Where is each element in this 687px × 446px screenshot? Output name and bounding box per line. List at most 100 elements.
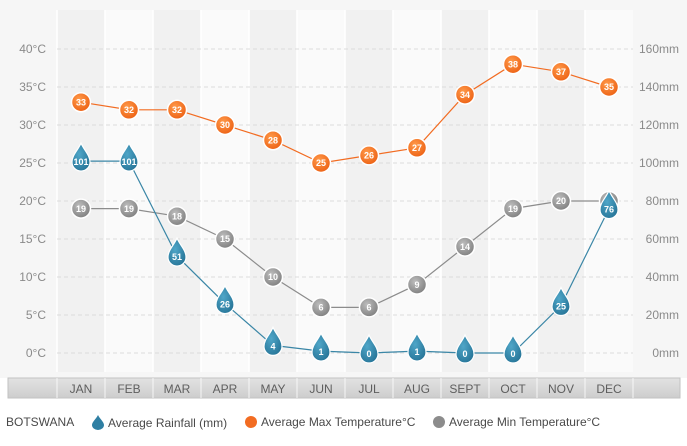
category-tick-label: DEC xyxy=(596,382,622,396)
max-temp-marker: 32 xyxy=(118,99,140,121)
category-tick-label: JUN xyxy=(309,382,332,396)
min-temp-value-label: 19 xyxy=(124,204,134,214)
max-temp-marker: 28 xyxy=(262,129,284,151)
column-band xyxy=(297,10,345,372)
max-temp-value-label: 32 xyxy=(124,105,134,115)
min-temp-value-label: 14 xyxy=(460,242,470,252)
min-temp-marker: 20 xyxy=(550,190,572,212)
left-axis-tick-label: 5°C xyxy=(26,308,46,322)
rainfall-value-label: 26 xyxy=(220,300,230,310)
max-temp-marker: 26 xyxy=(358,145,380,166)
rainfall-value-label: 101 xyxy=(73,157,88,167)
min-temp-marker: 6 xyxy=(310,297,332,318)
right-axis-tick-label: 40mm xyxy=(646,270,679,284)
max-temp-value-label: 27 xyxy=(412,143,422,153)
category-tick-label: OCT xyxy=(500,382,526,396)
category-axis: JAN FEB MAR APR MAY JUN JUL AUG SEPT OCT NOV DEC xyxy=(7,377,681,399)
right-axis-tick-label: 140mm xyxy=(639,80,679,94)
left-axis-tick-label: 40°C xyxy=(19,42,46,56)
left-axis-tick-label: 35°C xyxy=(19,80,46,94)
right-axis-ticks: 0mm 20mm 40mm 60mm 80mm 100mm 120mm 140mm 160mm xyxy=(639,42,679,360)
max-temp-value-label: 28 xyxy=(268,135,278,145)
max-temp-marker: 30 xyxy=(214,114,236,136)
category-tick-label: JAN xyxy=(70,382,93,396)
max-temp-value-label: 34 xyxy=(460,90,470,100)
column-band xyxy=(345,10,393,372)
legend-label-max-temp: Average Max Temperature°C xyxy=(261,415,416,429)
min-temp-value-label: 6 xyxy=(318,303,323,313)
right-axis-tick-label: 60mm xyxy=(646,232,679,246)
category-tick-label: SEPT xyxy=(449,382,481,396)
max-temp-marker: 34 xyxy=(454,84,476,105)
min-temp-marker: 6 xyxy=(358,297,380,318)
category-tick-label: FEB xyxy=(117,382,140,396)
right-axis-tick-label: 20mm xyxy=(646,308,679,322)
category-tick-label: APR xyxy=(213,382,238,396)
rainfall-marker: 51 xyxy=(167,236,187,267)
rainfall-marker: 101 xyxy=(119,141,139,172)
right-axis-tick-label: 160mm xyxy=(639,42,679,56)
plot-background xyxy=(0,0,687,378)
min-temp-marker: 9 xyxy=(406,274,428,295)
rainfall-marker: 76 xyxy=(599,189,619,220)
column-band xyxy=(57,10,105,372)
max-temp-value-label: 33 xyxy=(76,97,86,107)
max-temp-marker: 35 xyxy=(598,76,620,98)
gray-dot-icon xyxy=(433,416,445,428)
legend-item-rainfall: Average Rainfall (mm) xyxy=(92,415,227,430)
rainfall-value-label: 1 xyxy=(318,347,323,357)
category-tick-label: NOV xyxy=(548,382,574,396)
rainfall-marker: 0 xyxy=(359,333,379,364)
max-temp-value-label: 32 xyxy=(172,105,182,115)
category-tick-label: MAY xyxy=(260,382,285,396)
max-temp-value-label: 30 xyxy=(220,120,230,130)
min-temp-marker: 14 xyxy=(454,236,476,257)
rainfall-value-label: 51 xyxy=(172,252,182,262)
left-axis-tick-label: 0°C xyxy=(26,346,46,360)
rainfall-marker: 25 xyxy=(551,285,571,317)
rainfall-value-label: 76 xyxy=(604,205,614,215)
legend: BOTSWANA Average Rainfall (mm) Average M… xyxy=(0,404,687,440)
rainfall-value-label: 101 xyxy=(121,157,136,167)
min-temp-marker: 15 xyxy=(214,228,236,250)
min-temp-value-label: 20 xyxy=(556,196,566,206)
rainfall-value-label: 25 xyxy=(556,302,566,312)
legend-label-rainfall: Average Rainfall (mm) xyxy=(108,416,228,430)
min-temp-marker: 19 xyxy=(118,198,140,219)
column-band xyxy=(393,10,441,372)
rainfall-marker: 0 xyxy=(503,333,523,364)
orange-dot-icon xyxy=(245,416,257,428)
rainfall-value-label: 4 xyxy=(270,341,275,351)
rainfall-value-label: 0 xyxy=(462,349,467,359)
left-axis-tick-label: 30°C xyxy=(19,118,46,132)
category-tick-label: MAR xyxy=(164,382,191,396)
left-axis-tick-label: 20°C xyxy=(19,194,46,208)
right-axis-tick-label: 100mm xyxy=(639,156,679,170)
column-band xyxy=(153,10,201,372)
max-temp-marker: 38 xyxy=(502,53,524,75)
max-temp-value-label: 26 xyxy=(364,151,374,161)
column-band xyxy=(249,10,297,372)
left-axis-ticks: 0°C 5°C 10°C 15°C 20°C 25°C 30°C 35°C 40°C xyxy=(19,42,46,360)
legend-label-min-temp: Average Min Temperature°C xyxy=(449,415,601,429)
average-rainfall-mm-line xyxy=(81,160,610,354)
legend-title: BOTSWANA xyxy=(6,415,75,429)
min-temp-value-label: 10 xyxy=(268,272,278,282)
column-band xyxy=(105,10,153,372)
max-temp-value-label: 38 xyxy=(508,59,518,69)
rainfall-marker: 1 xyxy=(407,331,427,362)
legend-item-max-temp: Average Max Temperature°C xyxy=(245,415,415,429)
min-temp-value-label: 9 xyxy=(414,280,419,290)
max-temp-value-label: 37 xyxy=(556,67,566,77)
min-temp-value-label: 18 xyxy=(172,211,182,221)
max-temp-marker: 37 xyxy=(550,61,572,83)
max-temp-marker: 32 xyxy=(166,99,188,121)
raindrop-icon xyxy=(92,415,104,430)
max-temp-value-label: 25 xyxy=(316,158,326,168)
left-axis-tick-label: 10°C xyxy=(19,270,46,284)
right-axis-tick-label: 0mm xyxy=(652,346,679,360)
max-temp-marker: 25 xyxy=(310,152,332,174)
column-band xyxy=(441,10,489,372)
legend-item-min-temp: Average Min Temperature°C xyxy=(433,415,600,429)
